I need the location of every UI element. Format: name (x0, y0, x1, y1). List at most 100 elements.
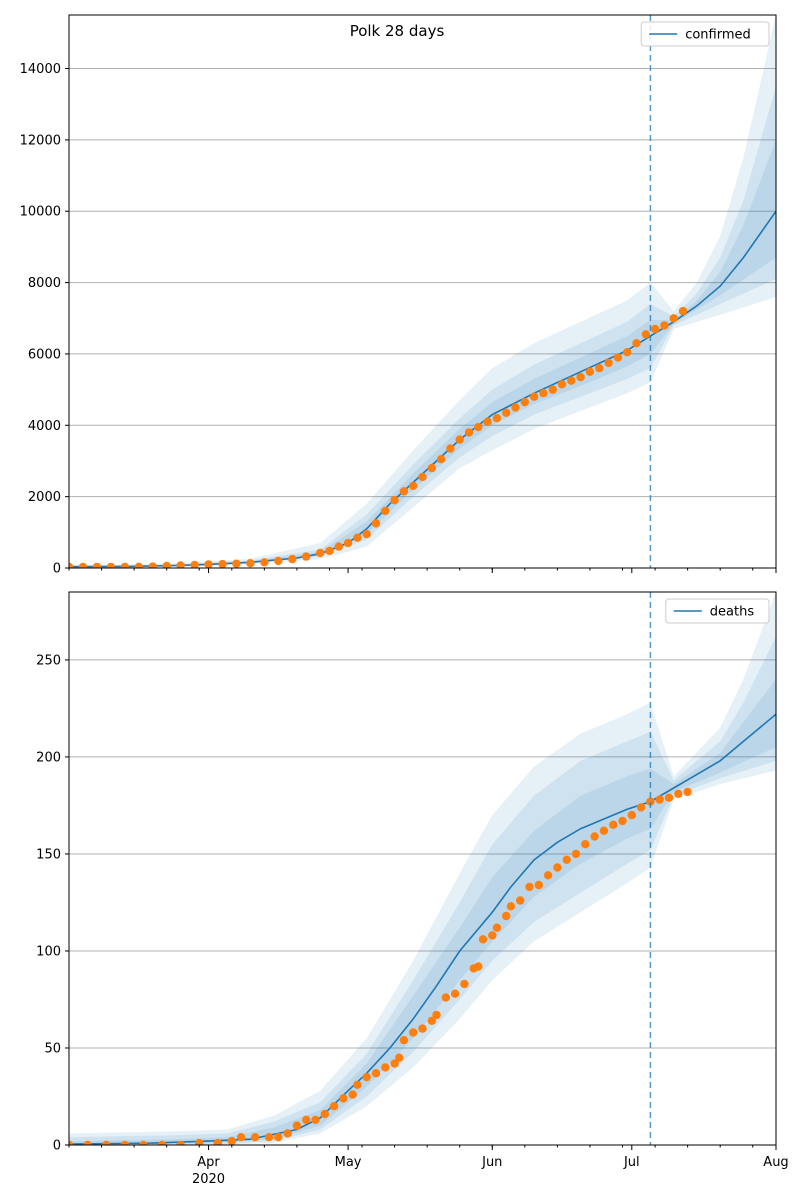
uncertainty-band-inner (69, 679, 776, 1145)
observed-point (492, 923, 502, 932)
x-tick-label: Jul (623, 1155, 640, 1170)
observed-point (339, 1094, 348, 1103)
observed-point (195, 1138, 204, 1145)
observed-point (650, 324, 660, 334)
observed-point (381, 1063, 390, 1072)
observed-point (618, 816, 627, 826)
observed-point (371, 1069, 381, 1078)
observed-point (316, 548, 325, 558)
observed-point (506, 902, 516, 911)
x-tick-label: Jun (481, 1155, 502, 1170)
observed-point (455, 435, 464, 444)
observed-point (176, 1140, 185, 1145)
observed-point (329, 1102, 339, 1111)
deaths-panel: 0 50 100 150 200 250 Apr 2020 May Jun Jul Aug deaths (36, 591, 789, 1187)
observed-point (390, 1059, 399, 1068)
observed-point (483, 417, 492, 426)
observed-point (190, 560, 199, 568)
observed-point (371, 519, 381, 528)
observed-point (264, 1133, 274, 1142)
observed-point (288, 554, 297, 564)
y-tick-label: 12000 (20, 133, 61, 148)
observed-point (590, 832, 599, 841)
observed-point (427, 463, 436, 473)
observed-point (516, 896, 525, 905)
observed-point (613, 353, 623, 362)
observed-point (83, 1140, 92, 1145)
observed-point (646, 797, 655, 806)
observed-point (274, 1133, 283, 1142)
legend-box (665, 598, 770, 624)
observed-point (539, 389, 548, 398)
observed-point (678, 306, 688, 316)
legend: confirmed (640, 21, 770, 47)
observed-point (488, 931, 497, 940)
observed-point (599, 826, 609, 835)
confirmed-panel: 0 2000 4000 6000 8000 10000 12000 14000 confirme… (20, 14, 777, 577)
figure-title: Polk 28 days (350, 22, 445, 40)
x-tick-label: Apr (197, 1155, 220, 1170)
observed-point (623, 348, 632, 357)
x-tick-label: Aug (763, 1155, 788, 1170)
observed-point (436, 455, 446, 464)
observed-point (669, 314, 678, 323)
uncertainty-band-inner (69, 139, 776, 568)
observed-point (557, 380, 567, 389)
y-tick-label: 4000 (28, 419, 61, 434)
observed-point (446, 444, 455, 453)
x-tick-year-label: 2020 (192, 1172, 225, 1187)
observed-point (632, 339, 641, 348)
plot-area (69, 592, 776, 1145)
observed-point (562, 855, 571, 864)
observed-point (218, 559, 227, 568)
observed-point (78, 562, 88, 568)
observed-point (120, 562, 129, 568)
observed-point (106, 562, 116, 568)
observed-point (292, 1121, 302, 1130)
observed-point (534, 880, 543, 890)
observed-point (543, 871, 553, 880)
observed-point (432, 1010, 441, 1020)
observed-point (636, 803, 646, 812)
observed-point (627, 810, 636, 820)
observed-point (232, 559, 241, 568)
y-tick-label: 200 (36, 750, 61, 765)
legend-label: confirmed (685, 28, 751, 43)
y-tick-label: 2000 (28, 490, 61, 505)
axes-frame (68, 14, 777, 569)
observed-point (585, 367, 595, 376)
observed-point (502, 911, 511, 921)
y-tick-label: 0 (53, 562, 61, 577)
legend-box (640, 21, 770, 47)
observed-point (162, 561, 171, 568)
observed-point (302, 552, 311, 561)
observed-point (213, 1138, 222, 1145)
observed-point (320, 1109, 329, 1119)
observed-point (390, 496, 399, 505)
observed-point (492, 414, 502, 423)
uncertainty-band-outer (69, 592, 776, 1145)
observed-point (69, 562, 74, 568)
observed-point (664, 793, 674, 802)
observed-point (604, 358, 613, 368)
observed-point (246, 559, 255, 568)
observed-point (395, 1053, 404, 1062)
observed-point (302, 1115, 311, 1125)
observed-point (525, 882, 534, 892)
observed-point (250, 1133, 260, 1142)
observed-point (334, 542, 343, 551)
observed-point (343, 538, 353, 548)
observed-point (399, 487, 409, 496)
observed-point (595, 364, 604, 373)
uncertainty-band-middle (69, 636, 776, 1145)
plot-area (69, 15, 776, 568)
observed-point (260, 558, 269, 567)
observed-point (641, 330, 650, 339)
legend-label: deaths (710, 605, 755, 620)
observed-point (450, 989, 460, 998)
observed-point (139, 1140, 148, 1145)
confirmed-model-line (69, 210, 776, 568)
observed-point (381, 506, 390, 516)
y-tick-label: 250 (36, 653, 61, 668)
observed-point (474, 422, 483, 432)
